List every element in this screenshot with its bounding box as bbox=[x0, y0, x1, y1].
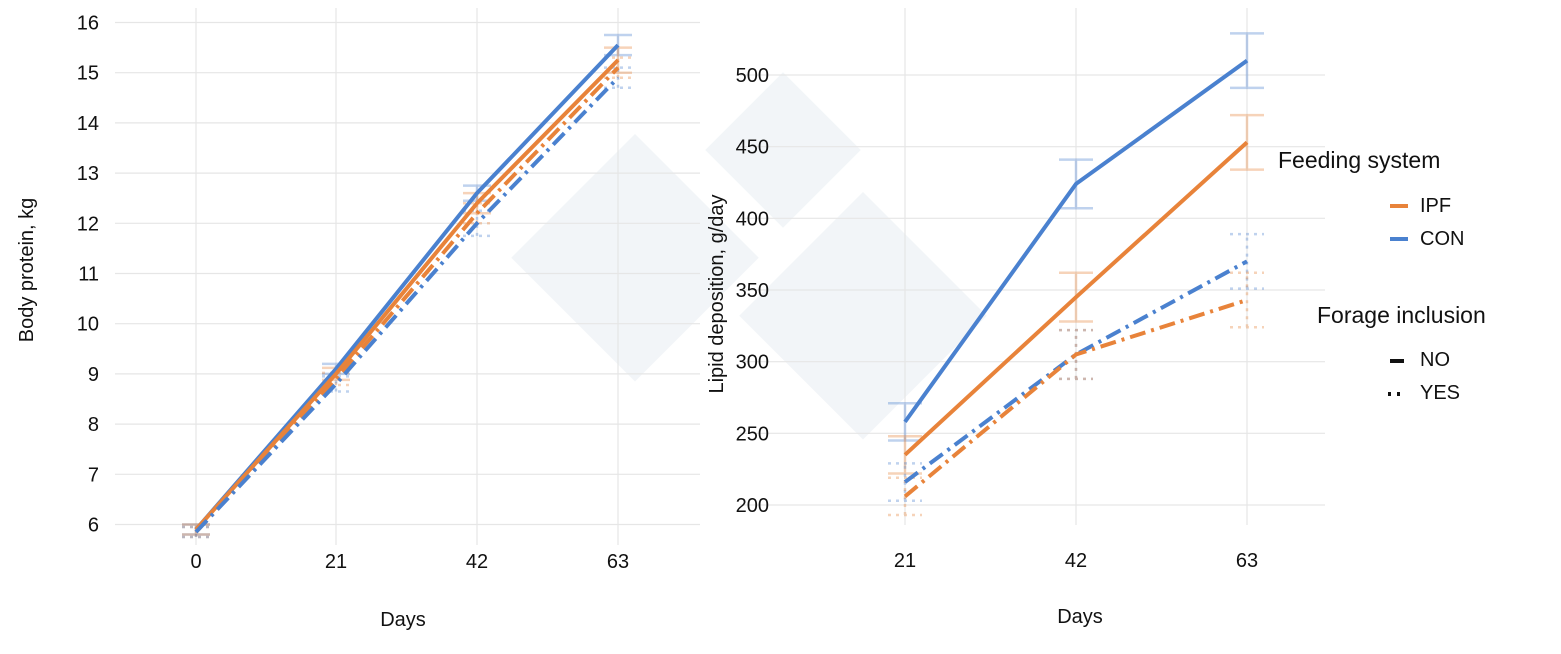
y-tick-label: 500 bbox=[736, 65, 769, 87]
x-tick-label: 21 bbox=[894, 550, 916, 572]
y-tick-label: 250 bbox=[736, 423, 769, 445]
y-tick-label: 12 bbox=[77, 213, 99, 235]
y-tick-label: 15 bbox=[77, 63, 99, 85]
x-tick-label: 21 bbox=[325, 551, 347, 573]
y-tick-label: 14 bbox=[77, 113, 99, 135]
body-protein-panel: 6 7 8 9 10 11 12 13 14 15 16 0 21 42 63 Days Body protei… bbox=[16, 8, 700, 631]
y-tick-label: 350 bbox=[736, 280, 769, 302]
x-axis-title: Days bbox=[1057, 606, 1103, 628]
y-tick-label: 13 bbox=[77, 163, 99, 185]
x-tick-label: 63 bbox=[607, 551, 629, 573]
legend-forage-title: Forage inclusion bbox=[1317, 302, 1486, 328]
legend-ipf-label: IPF bbox=[1420, 195, 1451, 217]
lipid-deposition-panel: 200 250 300 350 400 450 500 21 42 63 Days Lipid dep… bbox=[706, 8, 1325, 628]
y-tick-label: 6 bbox=[88, 515, 99, 537]
legend-feeding-title: Feeding system bbox=[1278, 147, 1440, 173]
y-tick-label: 7 bbox=[88, 464, 99, 486]
legend-no-label: NO bbox=[1420, 349, 1450, 371]
y-tick-label: 200 bbox=[736, 495, 769, 517]
y-tick-label: 8 bbox=[88, 414, 99, 436]
error-bar bbox=[1230, 232, 1264, 290]
error-bar bbox=[322, 375, 350, 393]
series-line-ipf-no bbox=[194, 58, 620, 531]
x-tick-label: 42 bbox=[466, 551, 488, 573]
y-axis-title: Lipid deposition, g/day bbox=[706, 194, 728, 393]
series-line-con-yes bbox=[194, 76, 620, 534]
y-tick-label: 300 bbox=[736, 352, 769, 374]
legend-con-label: CON bbox=[1420, 228, 1464, 250]
y-tick-label: 400 bbox=[736, 208, 769, 230]
y-tick-label: 11 bbox=[78, 264, 99, 286]
x-tick-label: 42 bbox=[1065, 550, 1087, 572]
series-line-con-yes bbox=[903, 259, 1248, 484]
y-tick-label: 9 bbox=[88, 364, 99, 386]
legend: Feeding system IPF CON Forage inclusion … bbox=[1278, 147, 1486, 404]
legend-yes-label: YES bbox=[1420, 382, 1460, 404]
y-tick-label: 450 bbox=[736, 137, 769, 159]
watermark-logo bbox=[511, 72, 987, 440]
y-axis-title: Body protein, kg bbox=[16, 198, 38, 343]
x-tick-label: 63 bbox=[1236, 550, 1258, 572]
y-tick-label: 16 bbox=[77, 13, 99, 35]
x-axis-title: Days bbox=[380, 609, 426, 631]
y-tick-label: 10 bbox=[77, 314, 99, 336]
x-tick-label: 0 bbox=[190, 551, 201, 573]
error-bar bbox=[1230, 271, 1264, 329]
